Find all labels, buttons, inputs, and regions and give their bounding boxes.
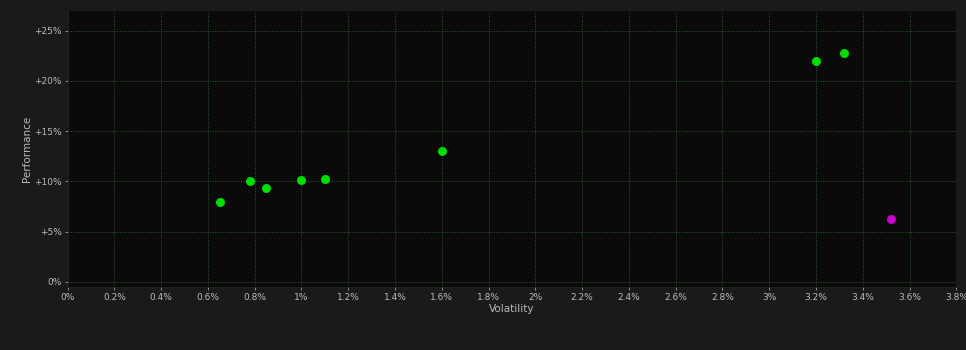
Y-axis label: Performance: Performance	[21, 116, 32, 182]
Point	[259, 186, 274, 191]
Point	[809, 58, 824, 64]
Point	[883, 216, 898, 222]
Point	[212, 199, 227, 204]
X-axis label: Volatility: Volatility	[489, 304, 535, 314]
Point	[242, 178, 258, 184]
Point	[434, 148, 449, 154]
Point	[837, 50, 852, 56]
Point	[294, 177, 309, 183]
Point	[317, 177, 332, 182]
